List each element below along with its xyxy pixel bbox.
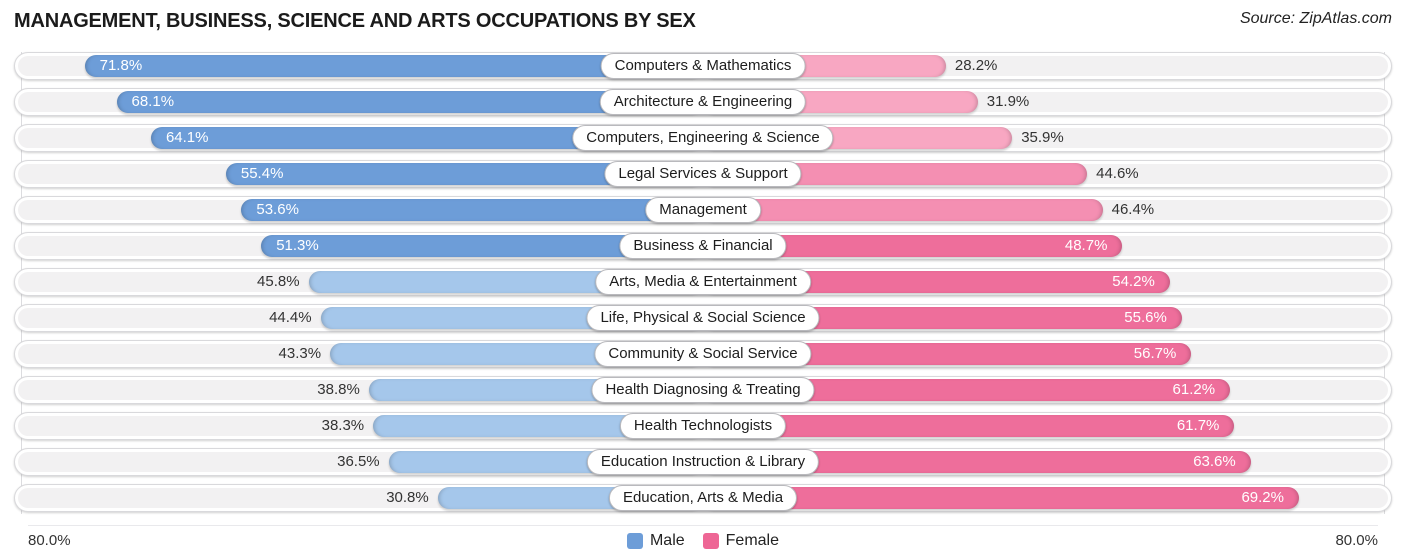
legend: Male Female (626, 531, 780, 550)
chart-row: 51.3% 48.7% Business & Financial (14, 232, 1392, 260)
category-label-pill: Business & Financial (619, 233, 787, 259)
chart-row: 61.7% 38.3% Health Technologists (14, 412, 1392, 440)
female-value-label: 44.6% (1096, 165, 1139, 182)
male-value-label: 30.8% (386, 489, 429, 506)
male-value-label: 38.8% (317, 381, 360, 398)
female-bar[interactable]: 48.7% (703, 235, 1123, 257)
category-label-pill: Computers & Mathematics (600, 53, 806, 79)
female-bar[interactable] (703, 199, 1103, 221)
chart-row: 69.2% 30.8% Education, Arts & Media (14, 484, 1392, 512)
female-bar[interactable]: 61.7% (703, 415, 1235, 437)
male-bar[interactable]: 55.4% (225, 163, 703, 185)
chart-rows: 71.8% 28.2% Computers & Mathematics 68.1… (0, 52, 1406, 512)
category-label-pill: Education Instruction & Library (586, 449, 820, 475)
female-bar[interactable]: 63.6% (703, 451, 1251, 473)
category-label-pill: Arts, Media & Entertainment (595, 269, 811, 295)
male-bar[interactable]: 68.1% (116, 91, 703, 113)
chart-row: 63.6% 36.5% Education Instruction & Libr… (14, 448, 1392, 476)
legend-female-label: Female (725, 531, 780, 549)
category-label-pill: Management (645, 197, 761, 223)
chart-row: 71.8% 28.2% Computers & Mathematics (14, 52, 1392, 80)
category-label-pill: Legal Services & Support (604, 161, 802, 187)
female-value-label: 31.9% (986, 93, 1030, 110)
axis-label-left: 80.0% (28, 532, 71, 549)
female-bar[interactable]: 56.7% (703, 343, 1192, 365)
chart-row: 53.6% 46.4% Management (14, 196, 1392, 224)
axis-label-right: 80.0% (1335, 532, 1378, 549)
male-bar[interactable]: 53.6% (241, 199, 703, 221)
male-value-label: 43.3% (278, 345, 322, 362)
chart-row: 61.2% 38.8% Health Diagnosing & Treating (14, 376, 1392, 404)
category-label-pill: Community & Social Service (594, 341, 812, 367)
chart-row: 55.4% 44.6% Legal Services & Support (14, 160, 1392, 188)
male-swatch-icon (626, 532, 643, 549)
female-bar[interactable]: 55.6% (703, 307, 1182, 329)
category-label-pill: Education, Arts & Media (608, 485, 798, 511)
male-bar[interactable]: 51.3% (261, 235, 703, 257)
source-attribution: Source: ZipAtlas.com (1239, 10, 1392, 27)
female-value-label: 35.9% (1021, 129, 1064, 146)
female-value-label: 28.2% (954, 57, 998, 74)
legend-item-male[interactable]: Male (626, 531, 685, 550)
legend-item-female[interactable]: Female (702, 531, 780, 550)
chart-row: 68.1% 31.9% Architecture & Engineering (14, 88, 1392, 116)
female-swatch-icon (702, 532, 719, 549)
chart-row: 55.6% 44.4% Life, Physical & Social Scie… (14, 304, 1392, 332)
category-label-pill: Architecture & Engineering (599, 89, 807, 115)
female-bar[interactable]: 69.2% (703, 487, 1299, 509)
male-value-label: 38.3% (321, 417, 365, 434)
diverging-bar-chart: 71.8% 28.2% Computers & Mathematics 68.1… (0, 52, 1406, 520)
male-value-label: 44.4% (269, 309, 312, 326)
chart-row: 64.1% 35.9% Computers, Engineering & Sci… (14, 124, 1392, 152)
category-label-pill: Health Technologists (619, 413, 787, 439)
page-title: MANAGEMENT, BUSINESS, SCIENCE AND ARTS O… (14, 10, 696, 32)
category-label-pill: Health Diagnosing & Treating (591, 377, 815, 403)
male-bar[interactable]: 64.1% (150, 127, 703, 149)
chart-header: MANAGEMENT, BUSINESS, SCIENCE AND ARTS O… (14, 10, 1392, 33)
male-value-label: 45.8% (257, 273, 300, 290)
chart-row: 56.7% 43.3% Community & Social Service (14, 340, 1392, 368)
male-bar[interactable]: 71.8% (84, 55, 703, 77)
female-bar[interactable]: 61.2% (703, 379, 1231, 401)
legend-male-label: Male (649, 531, 685, 549)
female-value-label: 46.4% (1111, 201, 1155, 218)
chart-row: 54.2% 45.8% Arts, Media & Entertainment (14, 268, 1392, 296)
chart-footer: 80.0% Male Female 80.0% (28, 525, 1378, 551)
category-label-pill: Computers, Engineering & Science (572, 125, 834, 151)
male-value-label: 36.5% (337, 453, 380, 470)
category-label-pill: Life, Physical & Social Science (586, 305, 820, 331)
female-bar[interactable]: 54.2% (703, 271, 1170, 293)
